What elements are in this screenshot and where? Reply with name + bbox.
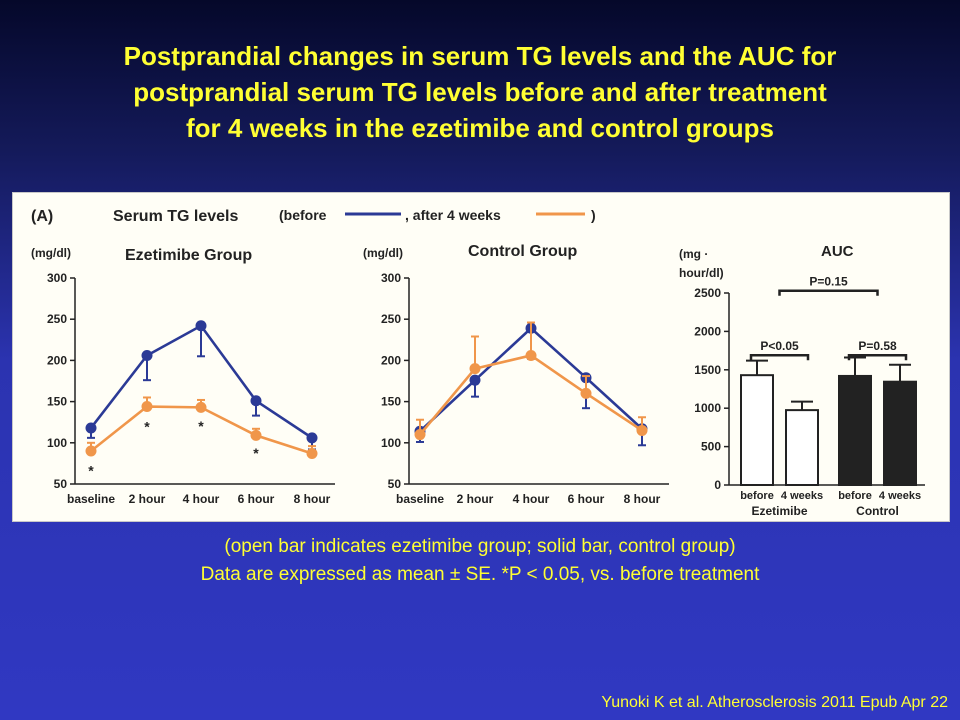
x-tick-label: 2 hour	[457, 492, 494, 506]
legend-close: )	[591, 207, 596, 223]
x-tick-label: 8 hour	[294, 492, 331, 506]
data-point-after	[250, 429, 262, 441]
group-label: Control	[856, 504, 899, 518]
legend-title: Serum TG levels	[113, 208, 238, 225]
caption-line-2: Data are expressed as mean ± SE. *P < 0.…	[200, 564, 760, 585]
figure-panel: (A) Serum TG levels (before , after 4 we…	[12, 192, 950, 522]
series-line-after	[419, 354, 643, 436]
x-tick-label: baseline	[396, 492, 444, 506]
x-tick-label: baseline	[67, 492, 115, 506]
figure-svg: (A) Serum TG levels (before , after 4 we…	[31, 207, 925, 518]
chart3-ylabel-line1: (mg ·	[679, 247, 708, 261]
group-label: Ezetimibe	[751, 504, 807, 518]
control-line-chart: 50 100 150 200 250 300 baseline 2 hour 4 hour 6 h…	[381, 271, 669, 506]
comparison-label: P=0.58	[858, 339, 897, 353]
comparison-bracket	[847, 353, 908, 361]
x-tick-label: before	[740, 490, 774, 502]
y-tick-label: 50	[54, 477, 68, 491]
chart3-ylabel-line2: hour/dl)	[679, 266, 724, 280]
x-tick-label: 4 weeks	[781, 490, 823, 502]
y-tick-label: 300	[47, 271, 67, 285]
panel-label: (A)	[31, 208, 53, 225]
chart1-title: Ezetimibe Group	[125, 247, 252, 264]
y-tick-label: 150	[47, 395, 67, 409]
y-tick-label: 200	[47, 353, 67, 367]
data-point-before	[85, 422, 97, 434]
x-tick-label: 8 hour	[624, 492, 661, 506]
x-tick-label: 4 hour	[183, 492, 220, 506]
x-tick-label: 6 hour	[238, 492, 275, 506]
title-line-1: Postprandial changes in serum TG levels …	[123, 41, 837, 71]
chart2-ylabel: (mg/dl)	[363, 246, 403, 260]
slide-title: Postprandial changes in serum TG levels …	[20, 38, 940, 146]
solid-bar	[838, 374, 872, 486]
open-bar	[785, 409, 819, 486]
chart1-ylabel: (mg/dl)	[31, 246, 71, 260]
data-point-after	[525, 349, 537, 361]
x-tick-label: before	[838, 490, 872, 502]
y-tick-label: 200	[381, 353, 401, 367]
x-tick-label: 6 hour	[568, 492, 605, 506]
open-bar	[740, 374, 774, 486]
comparison-label: P=0.15	[809, 275, 848, 289]
auc-bar-chart: 0 500 1000 1500 2000 2500 before 4 weeks before 4…	[694, 275, 925, 518]
y-tick-label: 2000	[694, 324, 721, 338]
y-tick-label: 150	[381, 395, 401, 409]
citation: Yunoki K et al. Atherosclerosis 2011 Epu…	[601, 694, 948, 711]
data-point-after	[636, 424, 648, 436]
data-point-before	[306, 432, 318, 444]
y-tick-label: 250	[381, 312, 401, 326]
y-tick-label: 100	[47, 436, 67, 450]
data-point-before	[250, 395, 262, 407]
data-point-after	[195, 401, 207, 413]
y-tick-label: 50	[388, 477, 402, 491]
solid-bar	[883, 380, 917, 486]
significance-asterisk: *	[253, 445, 259, 461]
chart2-title: Control Group	[468, 243, 578, 260]
y-tick-label: 250	[47, 312, 67, 326]
data-point-after	[580, 387, 592, 399]
caption-line-1: (open bar indicates ezetimibe group; sol…	[224, 536, 736, 557]
y-tick-label: 0	[714, 478, 721, 492]
y-tick-label: 2500	[694, 286, 721, 300]
comparison-bracket	[778, 289, 879, 296]
legend-after-label: , after 4 weeks	[405, 207, 501, 223]
x-tick-label: 4 weeks	[879, 490, 921, 502]
data-point-before	[469, 374, 481, 386]
x-tick-label: 2 hour	[129, 492, 166, 506]
significance-asterisk: *	[144, 419, 150, 435]
significance-asterisk: *	[88, 462, 94, 478]
y-tick-label: 1000	[694, 401, 721, 415]
data-point-before	[195, 320, 207, 332]
title-line-2: postprandial serum TG levels before and …	[133, 77, 827, 107]
legend-before-label: (before	[279, 207, 327, 223]
title-line-3: for 4 weeks in the ezetimibe and control…	[186, 113, 774, 143]
y-tick-label: 1500	[694, 363, 721, 377]
y-tick-label: 300	[381, 271, 401, 285]
data-point-after	[414, 429, 426, 441]
data-point-after	[469, 363, 481, 375]
y-tick-label: 100	[381, 436, 401, 450]
data-point-after	[141, 401, 153, 413]
y-tick-label: 500	[701, 440, 721, 454]
comparison-label: P<0.05	[760, 339, 799, 353]
data-point-after	[85, 445, 97, 457]
data-point-after	[306, 448, 318, 460]
ezetimibe-line-chart: 50 100 150 200 250 300 baseline 2 hour 4 hour 6 h…	[47, 271, 335, 506]
data-point-before	[141, 349, 153, 361]
chart3-title: AUC	[821, 243, 854, 260]
x-tick-label: 4 hour	[513, 492, 550, 506]
comparison-bracket	[749, 353, 810, 361]
significance-asterisk: *	[198, 418, 204, 434]
